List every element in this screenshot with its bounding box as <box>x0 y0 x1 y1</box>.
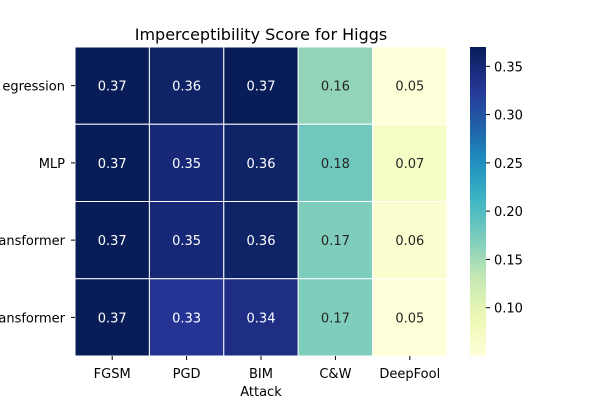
heatmap-cell <box>297 278 374 357</box>
colorbar-tick-label: 0.30 <box>494 109 523 124</box>
colorbar-tick-label: 0.10 <box>494 302 523 317</box>
cell-value-labels: 0.37 0.36 0.37 0.16 0.05 0.37 0.35 0.36 0.18 0.07… <box>98 80 425 327</box>
heatmap-cell <box>372 123 448 202</box>
heatmap-cell <box>148 46 225 125</box>
y-axis-ticks: egression MLP ansformer ansformer <box>0 80 75 326</box>
heatmap-cell <box>372 201 448 280</box>
heatmap-cell <box>223 278 299 357</box>
cell-value-label: 0.37 <box>98 234 127 249</box>
x-tick-label: PGD <box>173 367 201 382</box>
heatmap-cell <box>297 201 374 280</box>
colorbar-gradient <box>470 47 486 356</box>
cell-value-label: 0.16 <box>321 80 350 95</box>
cell-value-label: 0.37 <box>98 80 127 95</box>
x-axis-label: Attack <box>240 385 282 400</box>
cell-value-label: 0.35 <box>172 157 201 172</box>
heatmap-cell <box>223 201 299 280</box>
colorbar-tick-label: 0.25 <box>494 157 523 172</box>
colorbar-tick-label: 0.15 <box>494 253 523 268</box>
colorbar-tick-label: 0.35 <box>494 60 523 75</box>
x-tick-label: BIM <box>249 367 273 382</box>
y-tick-label: MLP <box>39 157 65 172</box>
cell-value-label: 0.17 <box>321 234 350 249</box>
heatmap-cell <box>74 46 150 125</box>
colorbar-tick-label: 0.20 <box>494 205 523 220</box>
cell-value-label: 0.05 <box>395 311 424 326</box>
heatmap-cell <box>297 46 374 125</box>
heatmap-cell <box>372 46 448 125</box>
heatmap-cell <box>74 123 150 202</box>
y-tick-label: ansformer <box>0 311 66 326</box>
cell-value-label: 0.36 <box>247 157 276 172</box>
chart-title: Imperceptibility Score for Higgs <box>135 25 387 44</box>
heatmap-cells <box>74 46 448 357</box>
cell-value-label: 0.37 <box>98 157 127 172</box>
heatmap-cell <box>223 123 299 202</box>
cell-value-label: 0.05 <box>395 80 424 95</box>
cell-value-label: 0.36 <box>247 234 276 249</box>
colorbar: 0.10 0.15 0.20 0.25 0.30 0.35 <box>470 47 523 356</box>
cell-value-label: 0.36 <box>172 80 201 95</box>
x-tick-label: DeepFool <box>379 367 440 382</box>
cell-value-label: 0.33 <box>172 311 201 326</box>
cell-value-label: 0.06 <box>395 234 424 249</box>
x-axis-ticks: FGSM PGD BIM C&W DeepFool <box>94 356 440 382</box>
y-tick-label: egression <box>2 80 65 95</box>
cell-value-label: 0.34 <box>247 311 276 326</box>
heatmap-cell <box>372 278 448 357</box>
x-tick-label: FGSM <box>94 367 131 382</box>
heatmap-cell <box>223 46 299 125</box>
cell-value-label: 0.17 <box>321 311 350 326</box>
cell-value-label: 0.35 <box>172 234 201 249</box>
heatmap-cell <box>148 201 225 280</box>
cell-value-label: 0.07 <box>395 157 424 172</box>
cell-value-label: 0.18 <box>321 157 350 172</box>
cell-value-label: 0.37 <box>98 311 127 326</box>
heatmap-cell <box>148 278 225 357</box>
x-tick-label: C&W <box>319 367 351 382</box>
cell-value-label: 0.37 <box>247 80 276 95</box>
y-tick-label: ansformer <box>0 234 66 249</box>
